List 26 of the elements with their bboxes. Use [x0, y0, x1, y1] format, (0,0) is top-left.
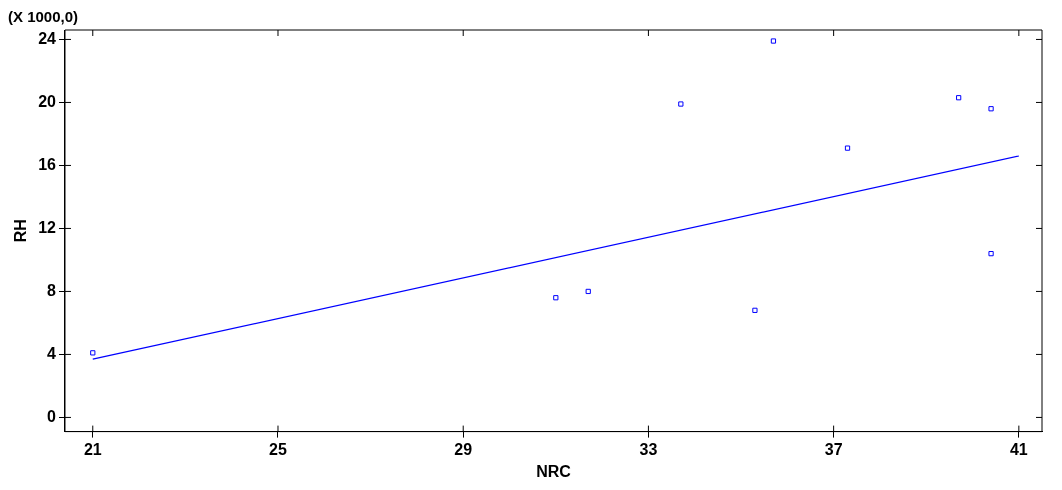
y-tick-label: 12 [38, 218, 57, 236]
point [752, 307, 758, 313]
y-tick-label: 24 [38, 29, 57, 47]
y-tick-label: 20 [38, 92, 57, 110]
x-tick-label: 33 [639, 440, 658, 458]
point [553, 295, 559, 301]
x-tick-label: 25 [269, 440, 287, 458]
y-tick-label: 0 [47, 407, 57, 425]
point [988, 251, 994, 257]
x-axis-title: NRC [536, 462, 572, 480]
x-tick-label: 37 [824, 440, 843, 458]
y-tick-label: 8 [47, 281, 57, 299]
point [678, 101, 684, 107]
x-tick-label: 29 [454, 440, 473, 458]
point [90, 350, 96, 356]
point [770, 38, 777, 44]
text: (X 1000,0) [8, 7, 79, 25]
x-tick-label: 41 [1009, 440, 1028, 458]
point [988, 106, 994, 112]
point [585, 288, 591, 295]
x-tick-label: 21 [83, 440, 102, 458]
y-tick-label: 16 [38, 155, 57, 173]
point [956, 95, 962, 101]
y-axis-title: RH [12, 219, 30, 243]
point [844, 145, 851, 151]
y-tick-label: 4 [47, 344, 57, 362]
